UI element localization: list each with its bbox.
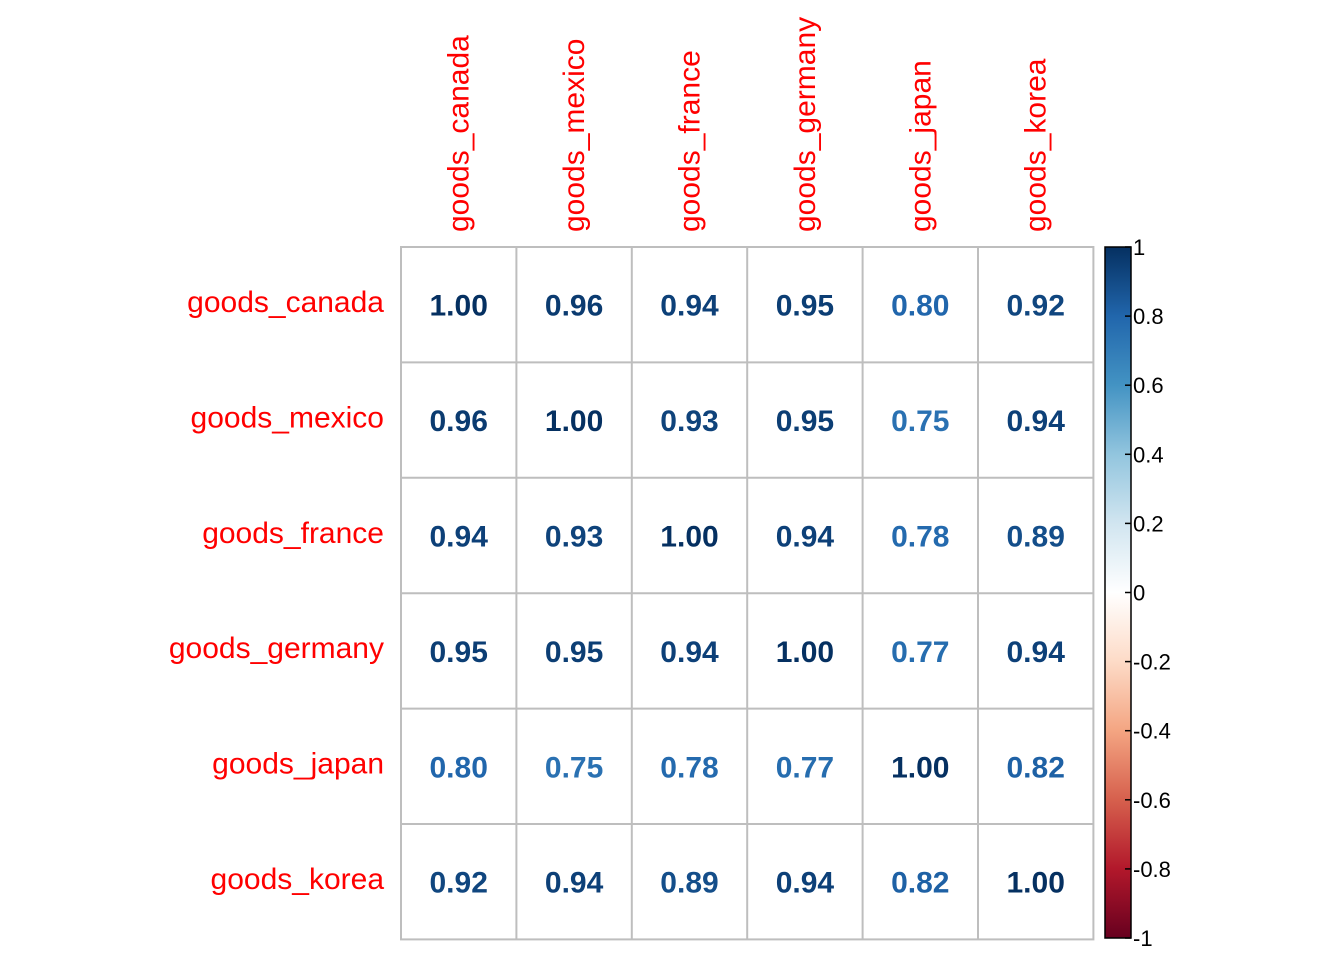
cell-value-goods-france-goods-japan: 0.78 (891, 521, 949, 554)
colorbar-tick-label: -0.6 (1133, 788, 1171, 813)
cell-value-goods-korea-goods-korea: 1.00 (1007, 867, 1065, 900)
cell-value-goods-mexico-goods-canada: 0.96 (430, 405, 488, 438)
cell-value-goods-japan-goods-france: 0.78 (660, 751, 718, 784)
cell-value-goods-germany-goods-canada: 0.95 (430, 636, 488, 669)
column-label-goods-mexico: goods_mexico (558, 39, 591, 232)
cell-value-goods-mexico-goods-france: 0.93 (660, 405, 718, 438)
colorbar-tick-label: -0.4 (1133, 719, 1171, 744)
cell-value-goods-korea-goods-canada: 0.92 (430, 867, 488, 900)
colorbar-tick-label: 0.8 (1133, 304, 1164, 329)
column-label-goods-france: goods_france (674, 50, 707, 232)
cell-value-goods-canada-goods-korea: 0.92 (1007, 290, 1065, 323)
cell-value-goods-france-goods-korea: 0.89 (1007, 521, 1065, 554)
cell-value-goods-mexico-goods-japan: 0.75 (891, 405, 949, 438)
cell-value-goods-germany-goods-germany: 1.00 (776, 636, 834, 669)
cell-value-goods-mexico-goods-mexico: 1.00 (545, 405, 603, 438)
colorbar-tick-label: 0.2 (1133, 511, 1164, 536)
colorbar-tick-label: 0.4 (1133, 442, 1164, 467)
colorbar-tick-label: 1 (1133, 235, 1145, 260)
cell-value-goods-japan-goods-germany: 0.77 (776, 751, 834, 784)
colorbar-tick-label: -1 (1133, 926, 1153, 951)
cell-value-goods-mexico-goods-korea: 0.94 (1007, 405, 1066, 438)
cell-value-goods-canada-goods-canada: 1.00 (430, 290, 488, 323)
cell-value-goods-canada-goods-france: 0.94 (660, 290, 719, 323)
cell-value-goods-canada-goods-japan: 0.80 (891, 290, 949, 323)
cell-value-goods-canada-goods-germany: 0.95 (776, 290, 834, 323)
cell-value-goods-japan-goods-korea: 0.82 (1007, 751, 1065, 784)
cell-value-goods-germany-goods-mexico: 0.95 (545, 636, 603, 669)
cell-value-goods-japan-goods-japan: 1.00 (891, 751, 949, 784)
cell-value-goods-germany-goods-japan: 0.77 (891, 636, 949, 669)
column-label-goods-korea: goods_korea (1020, 58, 1053, 232)
colorbar-tick-label: 0.6 (1133, 373, 1164, 398)
colorbar-tick-label: -0.8 (1133, 857, 1171, 882)
cell-value-goods-germany-goods-korea: 0.94 (1007, 636, 1066, 669)
cell-value-goods-france-goods-mexico: 0.93 (545, 521, 603, 554)
matrix-grid (400, 246, 1095, 941)
cell-value-goods-france-goods-germany: 0.94 (776, 521, 835, 554)
colorbar: 1 0.8 0.6 0.4 0.2 0 -0.2 -0.4 -0.6 -0.8 -1 (1104, 235, 1171, 951)
cell-value-goods-france-goods-france: 1.00 (660, 521, 718, 554)
cell-value-goods-mexico-goods-germany: 0.95 (776, 405, 834, 438)
row-labels: goods_canada goods_mexico goods_francegood… (169, 286, 384, 896)
column-label-goods-germany: goods_germany (789, 17, 822, 232)
cell-value-goods-canada-goods-mexico: 0.96 (545, 290, 603, 323)
row-label-goods-canada: goods_canada (187, 286, 384, 319)
matrix-cells: 1.00 0.96 0.94 0.95 0.80 0.92 0.96 1.00 0.93 0.95… (430, 290, 1066, 900)
cell-value-goods-korea-goods-mexico: 0.94 (545, 867, 604, 900)
cell-value-goods-japan-goods-canada: 0.80 (430, 751, 488, 784)
cell-value-goods-korea-goods-france: 0.89 (660, 867, 718, 900)
row-label-goods-france: goods_france (202, 517, 384, 550)
row-label-goods-mexico: goods_mexico (191, 401, 384, 434)
column-label-goods-canada: goods_canada (443, 35, 476, 232)
row-label-goods-korea: goods_korea (211, 863, 385, 896)
cell-value-goods-japan-goods-mexico: 0.75 (545, 751, 603, 784)
cell-value-goods-france-goods-canada: 0.94 (430, 521, 489, 554)
cell-value-goods-korea-goods-germany: 0.94 (776, 867, 835, 900)
column-labels: goods_canada goods_mexico goods_france good… (443, 17, 1053, 232)
column-label-goods-japan: goods_japan (904, 60, 937, 232)
colorbar-tick-label: -0.2 (1133, 650, 1171, 675)
row-label-goods-germany: goods_germany (169, 632, 384, 665)
cell-value-goods-korea-goods-japan: 0.82 (891, 867, 949, 900)
colorbar-tick-label: 0 (1133, 581, 1145, 606)
cell-value-goods-germany-goods-france: 0.94 (660, 636, 719, 669)
row-label-goods-japan: goods_japan (212, 748, 384, 781)
